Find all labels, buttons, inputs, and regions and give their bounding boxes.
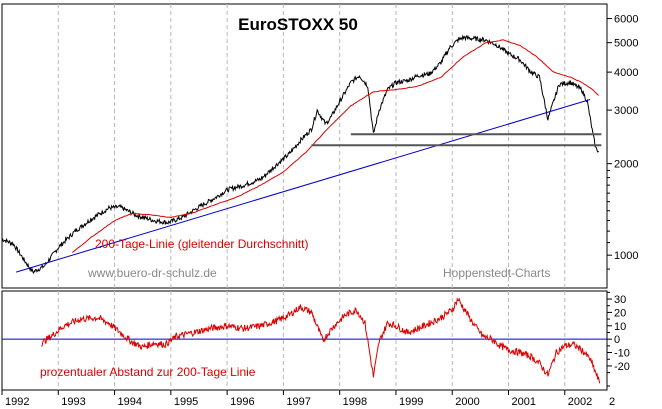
axis-ticks: 1992 1993 1994 1995 1996 1997 1998 1999 2000 2001…: [1, 14, 638, 408]
y-tick-label: 3000: [614, 105, 638, 117]
series-line-1: [71, 39, 599, 253]
oscillator-line-0: [41, 297, 601, 384]
x-tick-label: 1998: [343, 396, 367, 408]
y-tick-label: 4000: [614, 67, 638, 79]
oscillator-label: prozentualer Abstand zur 200-Tage Linie: [40, 365, 256, 379]
price-panel-frame: [1, 3, 608, 289]
oscillator-panel-frame: [1, 290, 608, 391]
x-tick-label: 1995: [174, 396, 198, 408]
ma-label: 200-Tage-Linie (gleitender Durchschnitt): [95, 237, 308, 251]
x-tick-label: 1997: [286, 396, 310, 408]
y-tick-label: 2000: [614, 159, 638, 171]
x-tick-label-edge: 2: [609, 396, 615, 408]
osc-tick-label: 20: [614, 307, 626, 319]
osc-tick-label: -10: [614, 348, 630, 360]
y-tick-label: 5000: [614, 38, 638, 50]
x-tick-label: 1996: [230, 396, 254, 408]
series-line-0: [1, 34, 599, 275]
y-tick-label: 1000: [614, 250, 638, 262]
x-tick-label: 1993: [61, 396, 85, 408]
source-label: Hoppenstedt-Charts: [443, 266, 550, 280]
osc-tick-label: 0: [614, 334, 620, 346]
x-tick-label: 2002: [568, 396, 592, 408]
series-layer: [1, 34, 607, 384]
x-tick-label: 1994: [118, 396, 142, 408]
x-tick-label: 1999: [399, 396, 423, 408]
osc-tick-label: 10: [614, 321, 626, 333]
website-label: www.buero-dr-schulz.de: [87, 266, 217, 280]
x-tick-label: 2000: [455, 396, 479, 408]
x-tick-label: 1992: [5, 396, 29, 408]
chart-title: EuroSTOXX 50: [238, 15, 358, 34]
x-tick-label: 2001: [512, 396, 536, 408]
y-tick-label: 6000: [614, 14, 638, 26]
series-line-2: [15, 99, 591, 273]
osc-tick-label: 30: [614, 294, 626, 306]
osc-tick-label: -20: [614, 361, 630, 373]
